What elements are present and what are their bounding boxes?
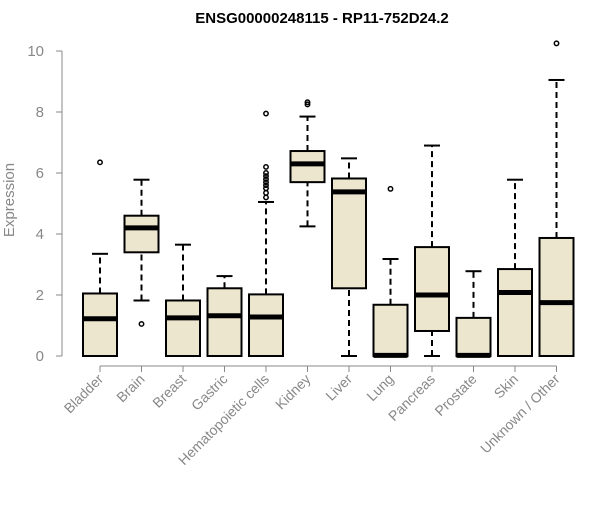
outlier-point	[263, 179, 269, 186]
box-hematopoietic-cells	[248, 110, 284, 358]
outlier-point	[97, 159, 103, 166]
x-tick-label: Lung	[363, 371, 396, 404]
box-prostate	[455, 270, 492, 358]
iqr-box	[538, 236, 575, 357]
iqr-box	[206, 287, 243, 358]
boxes-layer	[82, 40, 575, 358]
iqr-box	[82, 292, 118, 358]
x-tick-label: Unknown / Other	[477, 371, 563, 457]
outlier-point	[553, 40, 560, 47]
iqr-box	[497, 268, 533, 358]
box-brain	[123, 178, 160, 327]
iqr-box	[289, 150, 326, 184]
outlier-point	[304, 101, 311, 108]
iqr-box	[123, 214, 160, 254]
iqr-box	[165, 299, 201, 357]
y-tick-label: 2	[36, 287, 44, 304]
x-tick-label: Prostate	[431, 371, 479, 419]
iqr-box	[248, 293, 284, 358]
y-axis-label: Expression	[1, 163, 18, 237]
box-unknown-other	[538, 40, 575, 357]
outlier-point	[263, 194, 269, 201]
chart-title: ENSG00000248115 - RP11-752D24.2	[195, 10, 449, 27]
box-gastric	[206, 275, 243, 358]
x-tick-label: Liver	[322, 371, 355, 404]
iqr-box	[455, 316, 492, 357]
outlier-point	[263, 173, 269, 180]
box-kidney	[289, 99, 326, 228]
y-axis: 0 2 4 6 8 10	[27, 43, 63, 365]
y-tick-label: 10	[27, 43, 44, 60]
box-bladder	[82, 159, 118, 358]
outlier-point	[263, 189, 269, 196]
x-tick-label: Skin	[491, 371, 522, 402]
x-tick-label: Kidney	[272, 371, 314, 413]
outlier-point	[138, 321, 145, 327]
y-tick-label: 6	[36, 165, 44, 182]
outlier-point	[263, 163, 269, 170]
x-tick-label: Brain	[113, 371, 147, 405]
box-liver	[331, 157, 367, 357]
outlier-point	[263, 176, 269, 183]
box-skin	[497, 178, 533, 358]
y-tick-label: 4	[36, 226, 44, 243]
outlier-point	[304, 99, 311, 106]
iqr-box	[331, 177, 367, 290]
outlier-point	[263, 170, 269, 176]
box-breast	[165, 243, 201, 357]
outlier-point	[263, 185, 269, 192]
iqr-box	[372, 303, 409, 358]
y-tick-label: 0	[36, 348, 44, 365]
outlier-point	[263, 182, 269, 189]
y-tick-label: 8	[36, 104, 44, 121]
box-lung	[372, 185, 409, 358]
box-pancreas	[414, 144, 450, 357]
outlier-point	[263, 110, 269, 117]
iqr-box	[414, 246, 450, 332]
x-tick-label: Bladder	[61, 371, 107, 417]
x-tick-label: Breast	[149, 371, 189, 411]
outlier-point	[387, 185, 394, 192]
